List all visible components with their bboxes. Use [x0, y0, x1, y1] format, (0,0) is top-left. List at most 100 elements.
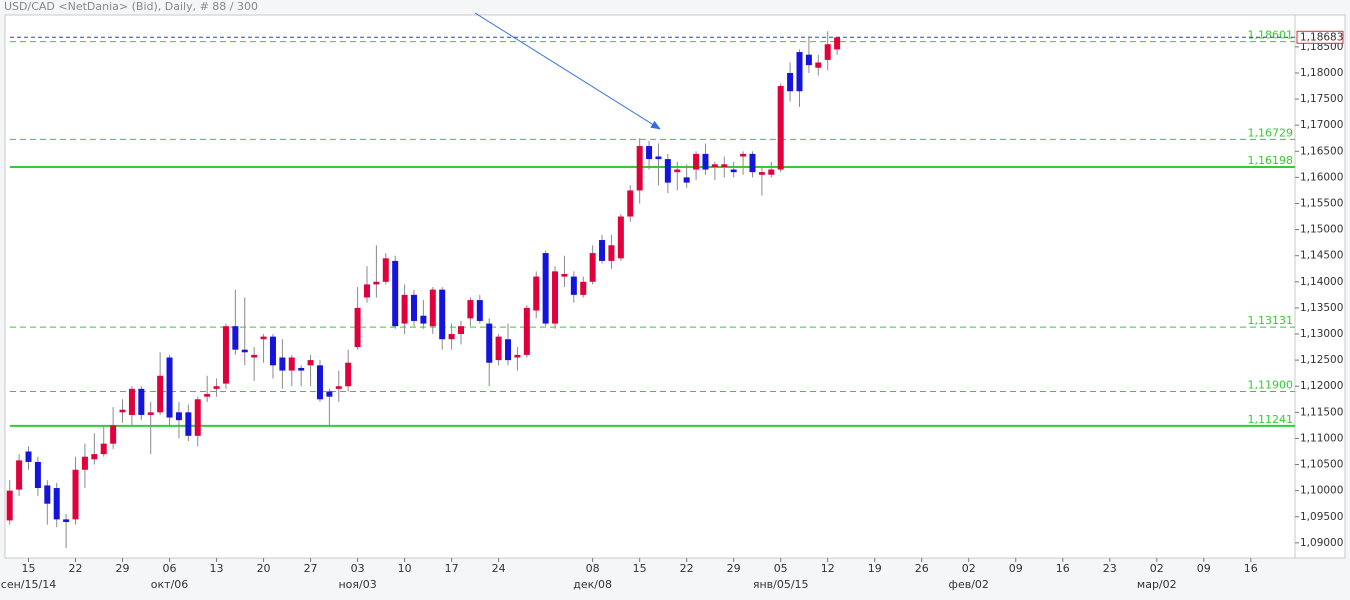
x-tick-label: 09 [1009, 562, 1023, 575]
candle-body [796, 52, 803, 92]
candle-body [674, 169, 681, 173]
candle-body [81, 456, 88, 470]
candle-body [166, 357, 173, 418]
candle-body [241, 349, 248, 353]
x-tick-label: 20 [257, 562, 271, 575]
y-tick-label: 1,11000 [1300, 432, 1343, 444]
plot-area [4, 14, 1296, 559]
candle-body [787, 72, 794, 92]
candle-body [6, 490, 13, 521]
candle-body [251, 354, 258, 358]
candle-body [232, 326, 239, 350]
y-tick-label: 1,14500 [1300, 250, 1343, 262]
x-tick-label: 15 [22, 562, 36, 575]
candle-body [392, 260, 399, 327]
candle-body [213, 386, 220, 389]
candle-body [683, 177, 690, 183]
candle-body [749, 153, 756, 173]
candle-body [523, 307, 530, 355]
y-tick-label: 1,15500 [1300, 197, 1343, 209]
candle-body [599, 240, 606, 261]
x-tick-label: 29 [116, 562, 130, 575]
candle-body [439, 289, 446, 340]
candle-body [570, 276, 577, 295]
y-tick-label: 1,09500 [1300, 511, 1343, 523]
candle-body [175, 412, 182, 421]
y-tick-label: 1,17500 [1300, 93, 1343, 105]
y-tick-label: 1,11500 [1300, 406, 1343, 418]
candle-body [63, 519, 70, 522]
candle-body [702, 153, 709, 170]
candle-body [288, 357, 295, 371]
candle-body [401, 294, 408, 324]
candle-body [486, 323, 493, 363]
candle-body [411, 294, 418, 321]
current-price-label: 1,18683 [1300, 31, 1343, 43]
y-tick-label: 1,09000 [1300, 537, 1343, 549]
candle-body [260, 336, 267, 340]
candle-body [542, 253, 549, 324]
candle-body [495, 336, 502, 361]
x-tick-label: 22 [680, 562, 694, 575]
candle-body [533, 276, 540, 311]
candle-body [448, 334, 455, 340]
candle-body [505, 339, 512, 361]
candle-body [91, 454, 98, 460]
level-label: 1,11900 [1248, 378, 1294, 391]
candle-body [768, 169, 775, 175]
candle-body [100, 443, 107, 455]
candle-body [646, 146, 653, 160]
candle-body [185, 412, 192, 436]
candle-body [373, 281, 380, 285]
candle-body [834, 37, 841, 50]
x-tick-label: 06 [163, 562, 177, 575]
month-label: фев/02 [949, 578, 989, 591]
level-label: 1,11241 [1248, 413, 1294, 426]
candle-body [147, 412, 154, 415]
annotation-arrow [474, 12, 661, 130]
candle-body [128, 388, 135, 415]
candle-body [627, 190, 634, 217]
candle-body [110, 425, 117, 444]
y-tick-label: 1,12000 [1300, 380, 1343, 392]
x-tick-label: 13 [210, 562, 224, 575]
candle-body [458, 326, 465, 335]
month-label: сен/15/14 [1, 578, 56, 591]
current-price-box [1296, 30, 1344, 44]
y-tick-label: 1,12500 [1300, 354, 1343, 366]
candle-body [279, 357, 286, 371]
month-label: мар/02 [1137, 578, 1177, 591]
x-tick-label: 23 [1103, 562, 1117, 575]
y-tick-label: 1,16000 [1300, 171, 1343, 183]
x-tick-label: 02 [1150, 562, 1164, 575]
chart-title: USD/CAD <NetDania> (Bid), Daily, # 88 / … [4, 0, 258, 13]
candle-body [589, 253, 596, 282]
candle-body [354, 307, 361, 348]
candle-body [335, 386, 342, 389]
candle-body [693, 153, 700, 170]
candle-body [25, 451, 32, 462]
candle-body [552, 271, 559, 324]
x-tick-label: 26 [915, 562, 929, 575]
x-tick-label: 08 [586, 562, 600, 575]
x-tick-label: 05 [774, 562, 788, 575]
y-tick-label: 1,13500 [1300, 302, 1343, 314]
y-tick-label: 1,16500 [1300, 145, 1343, 157]
level-label: 1,18601 [1248, 29, 1294, 42]
candle-body [824, 44, 831, 60]
candle-body [420, 315, 427, 324]
candle-body [608, 245, 615, 261]
candle-body [664, 159, 671, 183]
candle-body [157, 375, 164, 413]
x-tick-label: 29 [727, 562, 741, 575]
candle-body [382, 258, 389, 282]
candle-body [580, 281, 587, 295]
y-tick-label: 1,18000 [1300, 67, 1343, 79]
candle-body [655, 156, 662, 160]
x-tick-label: 02 [962, 562, 976, 575]
x-tick-label: 09 [1197, 562, 1211, 575]
candle-body [777, 86, 784, 170]
candle-body [363, 284, 370, 298]
candle-body [758, 172, 765, 175]
